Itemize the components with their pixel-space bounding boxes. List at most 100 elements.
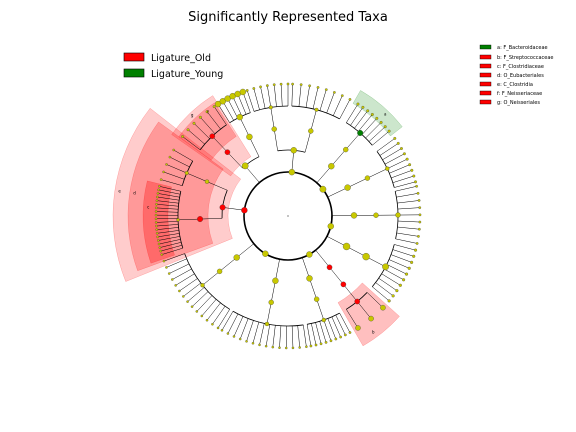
tree-node bbox=[396, 141, 400, 145]
tree-node bbox=[306, 275, 313, 282]
legend-swatch-ligature-old bbox=[123, 52, 145, 62]
tree-node bbox=[324, 88, 328, 92]
tree-node bbox=[157, 188, 160, 192]
tree-node bbox=[416, 192, 420, 195]
tree-node bbox=[399, 147, 403, 150]
tree-branch bbox=[166, 258, 187, 268]
tree-branch bbox=[297, 325, 300, 348]
clade-letter-b: b bbox=[372, 329, 375, 334]
tree-node bbox=[299, 83, 303, 87]
tree-branch bbox=[365, 122, 382, 139]
tree-branch bbox=[376, 138, 395, 152]
tree-node bbox=[165, 266, 168, 269]
tree-branch bbox=[183, 282, 201, 297]
tree-branch bbox=[249, 136, 260, 157]
tree-nodes bbox=[154, 82, 422, 350]
tree-branch bbox=[392, 249, 414, 257]
tree-branch bbox=[346, 103, 359, 123]
tree-branch bbox=[156, 200, 179, 204]
taxa-legend-swatch-g bbox=[479, 99, 492, 105]
tree-branch bbox=[316, 166, 332, 183]
tree-node bbox=[219, 204, 226, 211]
tree-branch bbox=[391, 170, 412, 179]
tree-node bbox=[364, 175, 371, 181]
tree-branch bbox=[163, 253, 185, 262]
clade-sector-e bbox=[112, 107, 242, 282]
tree-node bbox=[268, 299, 274, 306]
tree-branch bbox=[158, 236, 180, 241]
tree-branch bbox=[179, 278, 198, 292]
tree-node bbox=[197, 216, 204, 223]
tree-node bbox=[410, 260, 414, 264]
tree-node bbox=[343, 333, 347, 337]
tree-node bbox=[314, 343, 318, 347]
taxa-legend: a: F_Bacteroidaceae b: F_Streptococcacea… bbox=[479, 44, 554, 106]
tree-node bbox=[333, 91, 336, 94]
tree-node bbox=[246, 133, 253, 141]
tree-branch bbox=[213, 106, 227, 125]
tree-branch bbox=[156, 224, 179, 227]
tree-branch bbox=[343, 284, 358, 302]
tree-branch bbox=[384, 268, 404, 280]
tree-node bbox=[414, 180, 417, 184]
tree-branch bbox=[200, 117, 216, 134]
tree-branch bbox=[206, 111, 221, 130]
tree-branch bbox=[219, 257, 237, 272]
tree-branch bbox=[327, 187, 348, 198]
tree-arc bbox=[242, 156, 260, 169]
tree-branch bbox=[396, 193, 419, 198]
tree-node bbox=[418, 213, 422, 217]
group-legend: Ligature_Old Ligature_Young bbox=[123, 52, 223, 80]
tree-branch bbox=[395, 186, 417, 192]
tree-branch bbox=[275, 259, 280, 281]
tree-branch bbox=[227, 98, 238, 119]
tree-branch bbox=[326, 92, 335, 114]
tree-node bbox=[413, 248, 418, 252]
tree-arc bbox=[221, 190, 228, 219]
tree-branch bbox=[159, 242, 182, 248]
tree-node bbox=[350, 212, 358, 219]
tree-node bbox=[160, 253, 164, 256]
tree-node bbox=[154, 213, 158, 217]
taxa-legend-label-d: d: O_Eubacteriales bbox=[497, 73, 544, 79]
tree-branch bbox=[172, 268, 192, 280]
tree-branch bbox=[280, 84, 283, 107]
tree-node bbox=[216, 326, 220, 330]
tree-branch bbox=[160, 245, 183, 252]
tree-branch bbox=[319, 321, 327, 343]
tree-branch bbox=[326, 236, 347, 247]
tree-node bbox=[321, 317, 326, 323]
tree-node bbox=[402, 278, 406, 282]
taxa-legend-label-c: c: F_Clostridiaceae bbox=[497, 64, 544, 70]
tree-branch bbox=[365, 256, 386, 268]
tree-node bbox=[155, 228, 158, 231]
tree-node bbox=[382, 263, 389, 271]
tree-node bbox=[375, 116, 379, 120]
tree-node bbox=[174, 284, 177, 287]
tree-node bbox=[344, 184, 351, 191]
tree-branch bbox=[279, 325, 282, 348]
tree-branch bbox=[173, 149, 193, 162]
tree-node bbox=[205, 110, 209, 114]
tree-node bbox=[407, 266, 411, 270]
tree-node bbox=[172, 148, 175, 152]
tree-node bbox=[200, 314, 204, 318]
tree-node bbox=[383, 125, 387, 129]
tree-node bbox=[241, 162, 249, 170]
tree-branch bbox=[316, 299, 325, 321]
tree-branches bbox=[156, 84, 420, 348]
tree-branch bbox=[196, 295, 213, 312]
tree-branch bbox=[303, 324, 307, 347]
tree-node bbox=[219, 98, 226, 105]
tree-branch bbox=[217, 103, 230, 123]
tree-branch bbox=[354, 110, 368, 129]
tree-branch bbox=[212, 136, 228, 153]
tree-node bbox=[385, 166, 390, 171]
tree-branch bbox=[335, 314, 346, 336]
tree-branch bbox=[178, 218, 201, 221]
tree-node bbox=[415, 184, 418, 188]
tree-branch bbox=[291, 84, 293, 107]
tree-node bbox=[158, 246, 162, 249]
tree-branch bbox=[237, 93, 247, 115]
tree-branch bbox=[394, 244, 416, 251]
